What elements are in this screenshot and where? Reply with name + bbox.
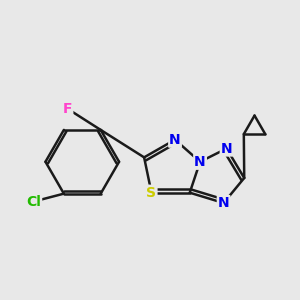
- Text: N: N: [194, 155, 206, 169]
- Text: S: S: [146, 186, 157, 200]
- Text: N: N: [169, 133, 181, 147]
- Text: F: F: [63, 102, 72, 116]
- Text: N: N: [218, 196, 230, 210]
- Text: Cl: Cl: [26, 194, 41, 208]
- Text: N: N: [221, 142, 232, 155]
